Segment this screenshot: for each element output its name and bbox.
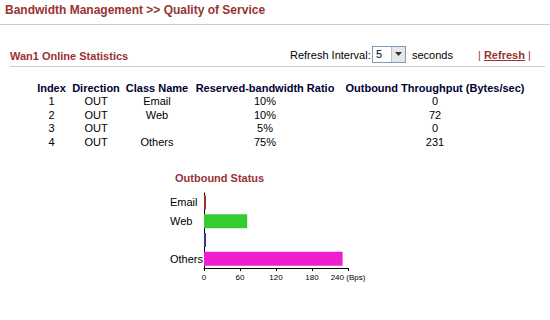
html-text:Email: Email: [143, 95, 171, 107]
html-text:Others: Others: [140, 135, 174, 148]
html-text:Wan1 Online Statistics: Wan1 Online Statistics: [10, 50, 129, 62]
html-text:Refresh Interval:: Refresh Interval:: [290, 49, 371, 61]
html-text:72: 72: [428, 108, 442, 121]
html-text:Class Name: Class Name: [125, 81, 189, 94]
html-text:Index: Index: [37, 81, 66, 94]
html-text:0: 0: [431, 95, 439, 107]
html-text:4: 4: [48, 135, 55, 148]
html-text:| Refresh |: | Refresh |: [478, 49, 531, 61]
html-text:1: 1: [48, 95, 55, 107]
svg-text:Web: Web: [170, 215, 192, 227]
html-text:Bandwidth Management >> Qualit: Bandwidth Management >> Quality of Servi…: [5, 3, 266, 17]
html-text:Reserved-bandwidth Ratio: Reserved-bandwidth Ratio: [195, 81, 335, 94]
svg-text:Others: Others: [170, 253, 204, 265]
html-text:75%: 75%: [254, 135, 276, 148]
svg-text:120: 120: [269, 273, 283, 282]
html-text:OUT: OUT: [84, 122, 108, 134]
html-text:10%: 10%: [254, 95, 276, 107]
svg-text:60: 60: [236, 273, 245, 282]
svg-text:Outbound Status: Outbound Status: [175, 172, 264, 184]
html-text:3: 3: [48, 122, 55, 134]
html-text:10%: 10%: [254, 108, 276, 121]
html-text:5%: 5%: [257, 122, 273, 134]
html-text:seconds: seconds: [412, 49, 453, 61]
html-text:OUT: OUT: [84, 95, 108, 107]
svg-text:240 (Bps): 240 (Bps): [331, 273, 366, 282]
html-text:5: 5: [376, 48, 383, 60]
svg-text:0: 0: [202, 273, 207, 282]
html-text:2: 2: [48, 108, 55, 121]
html-text:Web: Web: [145, 108, 169, 121]
html-text:Outbound Throughput (Bytes/sec: Outbound Throughput (Bytes/sec): [345, 81, 525, 94]
svg-text:180: 180: [305, 273, 319, 282]
html-text:0: 0: [431, 122, 439, 134]
html-text:OUT: OUT: [84, 135, 108, 148]
svg-text:Email: Email: [170, 196, 198, 208]
html-text:OUT: OUT: [84, 108, 108, 121]
html-text:231: 231: [425, 135, 445, 148]
html-text:Direction: Direction: [72, 81, 120, 94]
